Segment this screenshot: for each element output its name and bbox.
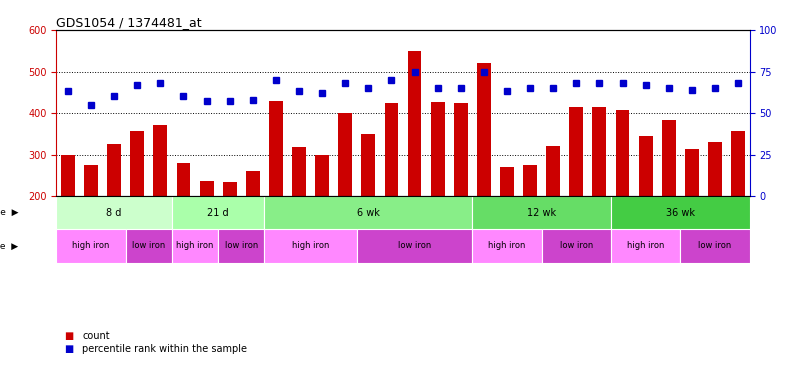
Text: 12 wk: 12 wk	[527, 208, 556, 218]
FancyBboxPatch shape	[680, 229, 750, 262]
Bar	[107, 144, 121, 279]
Bar	[477, 63, 491, 279]
Text: 21 d: 21 d	[207, 208, 229, 218]
Bar	[454, 103, 467, 279]
Bar	[222, 182, 237, 279]
Text: 8 d: 8 d	[106, 208, 122, 218]
FancyBboxPatch shape	[264, 229, 357, 262]
Bar	[569, 107, 584, 279]
FancyBboxPatch shape	[264, 196, 472, 229]
Bar	[84, 165, 98, 279]
FancyBboxPatch shape	[357, 229, 472, 262]
FancyBboxPatch shape	[472, 229, 542, 262]
Bar	[500, 167, 514, 279]
Text: ■: ■	[64, 344, 73, 354]
FancyBboxPatch shape	[56, 196, 172, 229]
FancyBboxPatch shape	[172, 229, 218, 262]
Text: 6 wk: 6 wk	[357, 208, 380, 218]
Text: high iron: high iron	[627, 242, 664, 250]
Text: dose  ▶: dose ▶	[0, 242, 19, 250]
Text: GDS1054 / 1374481_at: GDS1054 / 1374481_at	[56, 16, 202, 29]
Text: 36 wk: 36 wk	[666, 208, 695, 218]
Bar	[592, 107, 606, 279]
Bar	[430, 102, 445, 279]
Text: low iron: low iron	[132, 242, 165, 250]
Bar	[292, 147, 306, 279]
FancyBboxPatch shape	[218, 229, 264, 262]
FancyBboxPatch shape	[472, 196, 611, 229]
Text: percentile rank within the sample: percentile rank within the sample	[82, 344, 247, 354]
Bar	[361, 134, 376, 279]
Text: low iron: low iron	[698, 242, 732, 250]
Text: age  ▶: age ▶	[0, 208, 19, 217]
Bar	[523, 165, 537, 279]
FancyBboxPatch shape	[172, 196, 264, 229]
Text: high iron: high iron	[177, 242, 214, 250]
Bar	[153, 124, 168, 279]
FancyBboxPatch shape	[56, 229, 126, 262]
Bar	[662, 120, 675, 279]
Text: high iron: high iron	[292, 242, 330, 250]
Bar	[131, 131, 144, 279]
Text: low iron: low iron	[225, 242, 258, 250]
FancyBboxPatch shape	[611, 229, 680, 262]
Text: low iron: low iron	[559, 242, 593, 250]
Bar	[638, 136, 653, 279]
Text: high iron: high iron	[73, 242, 110, 250]
FancyBboxPatch shape	[611, 196, 750, 229]
Bar	[246, 171, 260, 279]
Bar	[731, 131, 745, 279]
FancyBboxPatch shape	[126, 229, 172, 262]
Bar	[408, 51, 422, 279]
Bar	[708, 142, 722, 279]
Bar	[339, 113, 352, 279]
Bar	[685, 149, 699, 279]
Text: ■: ■	[64, 331, 73, 341]
Bar	[200, 181, 214, 279]
Text: low iron: low iron	[398, 242, 431, 250]
Bar	[546, 146, 560, 279]
FancyBboxPatch shape	[542, 229, 611, 262]
Bar	[315, 154, 329, 279]
Bar	[177, 163, 190, 279]
Text: high iron: high iron	[488, 242, 526, 250]
Bar	[61, 154, 75, 279]
Bar	[269, 100, 283, 279]
Bar	[384, 103, 398, 279]
Bar	[616, 110, 629, 279]
Text: count: count	[82, 331, 110, 341]
